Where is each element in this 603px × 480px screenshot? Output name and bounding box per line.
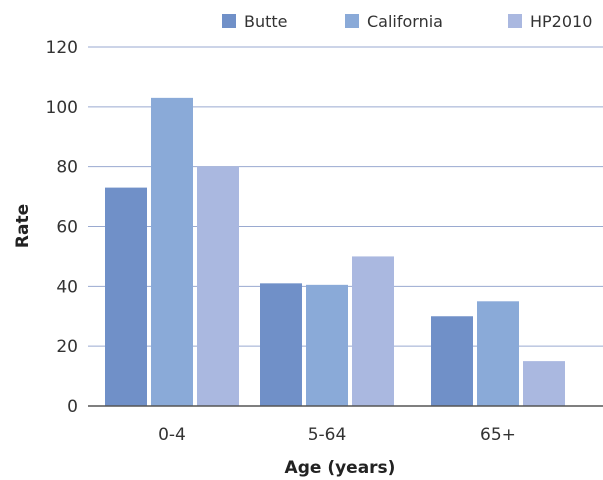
y-tick-label: 120 bbox=[46, 38, 78, 58]
bar-hp2010-65+ bbox=[523, 361, 565, 406]
x-tick-label: 5-64 bbox=[308, 425, 347, 445]
x-tick-label: 0-4 bbox=[158, 425, 186, 445]
legend-label: California bbox=[367, 12, 443, 31]
bar-butte-5-64 bbox=[260, 283, 302, 406]
bar-butte-0-4 bbox=[105, 187, 147, 406]
bar-hp2010-5-64 bbox=[352, 256, 394, 406]
y-tick-label: 40 bbox=[56, 277, 78, 297]
x-tick-label: 65+ bbox=[480, 425, 516, 445]
y-tick-label: 20 bbox=[56, 337, 78, 357]
y-tick-labels: 0 20 40 60 80 100 120 bbox=[46, 38, 78, 417]
x-tick-labels: 0-4 5-64 65+ bbox=[158, 425, 516, 445]
y-tick-label: 60 bbox=[56, 218, 78, 238]
y-tick-label: 0 bbox=[67, 397, 78, 417]
y-axis-title: Rate bbox=[13, 204, 33, 248]
y-tick-label: 80 bbox=[56, 158, 78, 178]
bars bbox=[105, 97, 565, 406]
y-tick-label: 100 bbox=[46, 98, 78, 118]
bar-california-5-64 bbox=[306, 284, 348, 406]
legend-label: Butte bbox=[244, 12, 288, 31]
legend-swatch bbox=[345, 14, 359, 28]
legend-swatch bbox=[508, 14, 522, 28]
legend-swatch bbox=[222, 14, 236, 28]
bar-butte-65+ bbox=[431, 316, 473, 406]
bar-california-65+ bbox=[477, 301, 519, 406]
bar-hp2010-0-4 bbox=[197, 166, 239, 406]
legend-label: HP2010 bbox=[530, 12, 592, 31]
legend: Butte California HP2010 bbox=[222, 12, 592, 31]
bar-california-0-4 bbox=[151, 97, 193, 406]
x-axis-title: Age (years) bbox=[285, 458, 396, 478]
